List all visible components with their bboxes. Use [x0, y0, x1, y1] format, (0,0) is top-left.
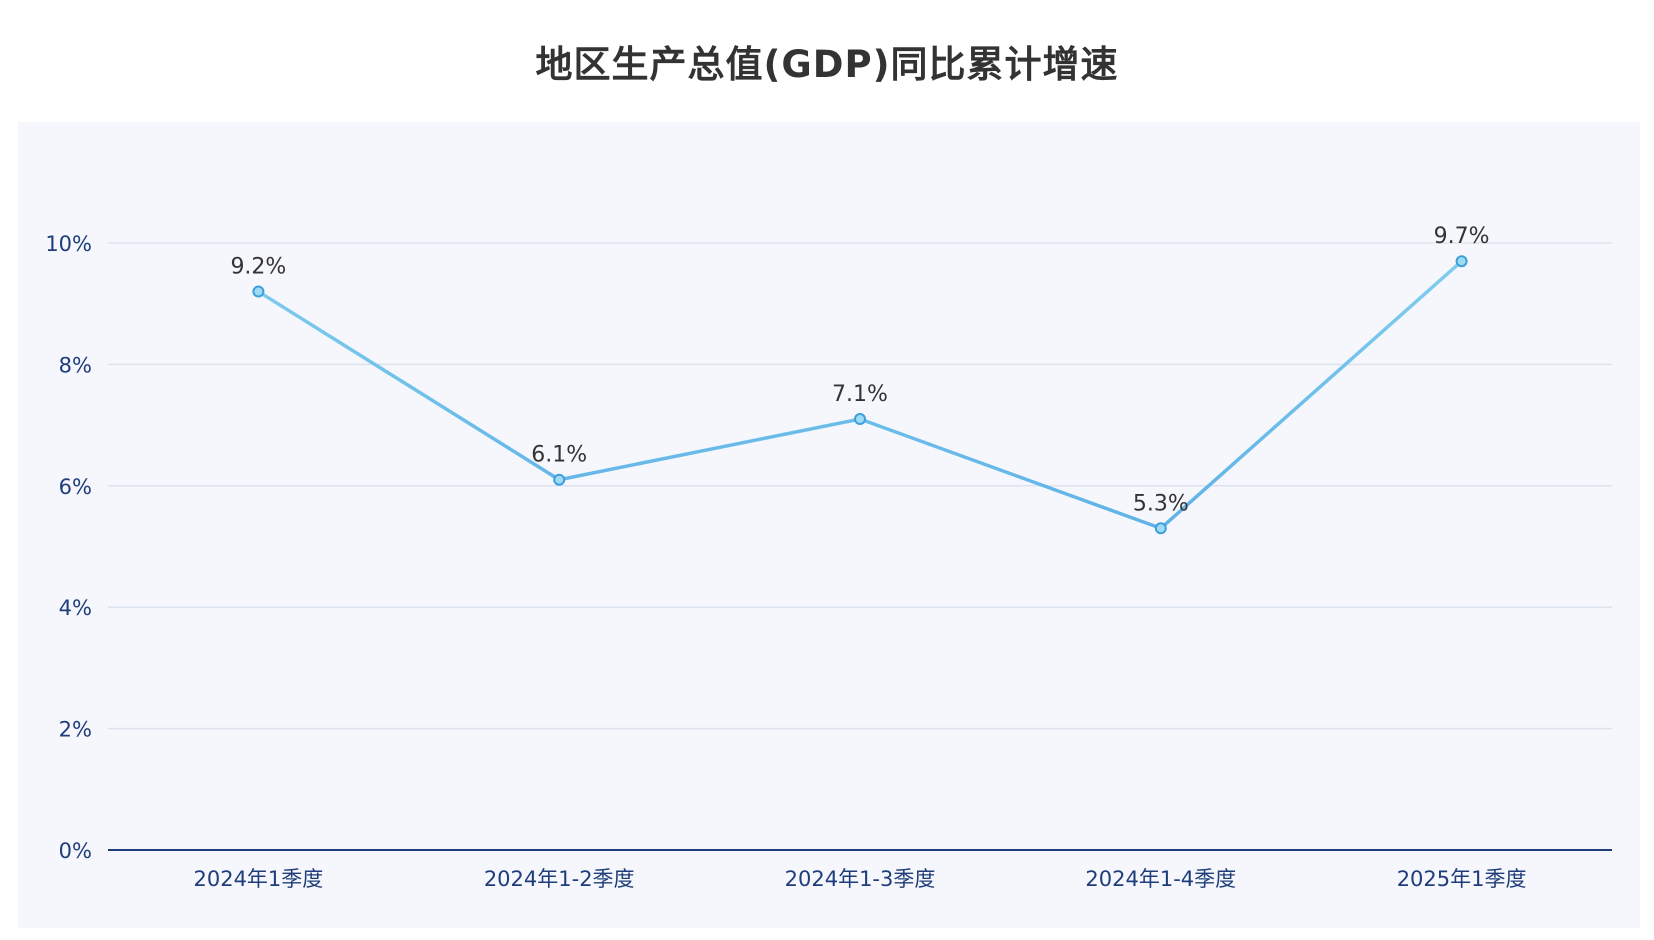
x-tick-label: 2024年1季度 [193, 867, 323, 891]
series-markers [252, 255, 1468, 535]
data-point[interactable] [553, 473, 566, 486]
data-point[interactable] [252, 285, 265, 298]
data-label: 5.3% [1133, 491, 1189, 516]
chart-title: 地区生产总值(GDP)同比累计增速 [535, 43, 1119, 86]
y-tick-label: 8% [59, 353, 92, 377]
data-point[interactable] [854, 413, 866, 426]
x-axis-labels: 2024年1季度 2024年1-2季度 2024年1-3季度 2024年1-4季度 20… [193, 867, 1526, 891]
data-label: 9.2% [230, 255, 286, 280]
y-axis: 0% 2% 4% 6% 8% 10% [45, 232, 92, 863]
data-point[interactable] [1455, 255, 1468, 268]
x-tick-label: 2025年1季度 [1397, 867, 1527, 891]
data-labels: 9.2% 6.1% 7.1% 5.3% 9.7% [230, 224, 1489, 516]
data-label: 7.1% [832, 382, 888, 407]
y-tick-label: 2% [59, 718, 92, 742]
data-point[interactable] [1154, 522, 1167, 535]
y-tick-label: 0% [59, 839, 92, 863]
plot-panel [18, 122, 1640, 928]
y-tick-label: 6% [59, 475, 92, 499]
data-label: 9.7% [1434, 224, 1490, 249]
y-tick-label: 10% [45, 232, 92, 256]
x-tick-label: 2024年1-4季度 [1085, 867, 1236, 891]
grid-lines [108, 242, 1612, 730]
data-label: 6.1% [531, 443, 587, 468]
x-tick-label: 2024年1-2季度 [484, 867, 635, 891]
x-tick-label: 2024年1-3季度 [785, 867, 936, 891]
y-tick-label: 4% [59, 596, 92, 620]
